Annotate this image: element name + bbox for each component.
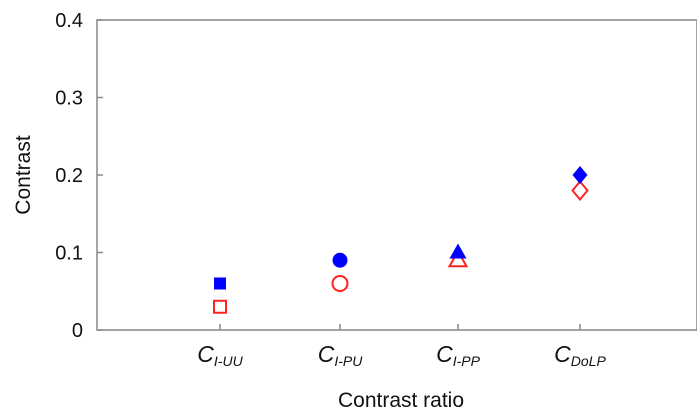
x-axis-title: Contrast ratio [338, 389, 464, 412]
data-points [213, 166, 589, 314]
plot-area-frame [96, 19, 697, 331]
y-tick-label: 0.3 [55, 88, 83, 110]
y-tick: 0.2 [55, 165, 103, 187]
y-axis-title: Contrast [12, 135, 35, 215]
y-tick-label: 0.1 [55, 243, 83, 265]
y-tick: 0.3 [55, 88, 103, 110]
y-tick-label: 0.2 [55, 165, 83, 187]
x-tick-label: CI-UU [197, 341, 243, 369]
filled-triangle-point [449, 243, 467, 259]
open-diamond-point [571, 179, 589, 202]
y-tick: 0 [72, 320, 103, 342]
y-tick-label: 0.4 [55, 10, 83, 32]
open-circle-point [331, 275, 349, 292]
x-tick-label: CDoLP [554, 341, 606, 369]
x-tick: CI-PP [436, 324, 481, 369]
x-axis-ticks: CI-UU CI-PU CI-PP CDoLP [197, 324, 606, 369]
y-tick-label: 0 [72, 320, 83, 342]
x-tick-label: CI-PP [436, 341, 481, 369]
x-tick: CI-UU [197, 324, 244, 369]
open-triangle-point [447, 249, 469, 268]
x-tick: CDoLP [554, 324, 606, 369]
x-tick: CI-PU [318, 324, 364, 369]
open-square-point [213, 299, 227, 314]
filled-diamond-point [572, 166, 588, 184]
y-tick: 0.1 [55, 243, 103, 265]
y-tick: 0.4 [55, 10, 103, 32]
filled-square-point [214, 277, 226, 290]
y-axis-ticks: 0 0.1 0.2 0.3 0.4 [55, 10, 103, 342]
filled-circle-point [332, 252, 348, 268]
x-tick-label: CI-PU [318, 341, 364, 369]
